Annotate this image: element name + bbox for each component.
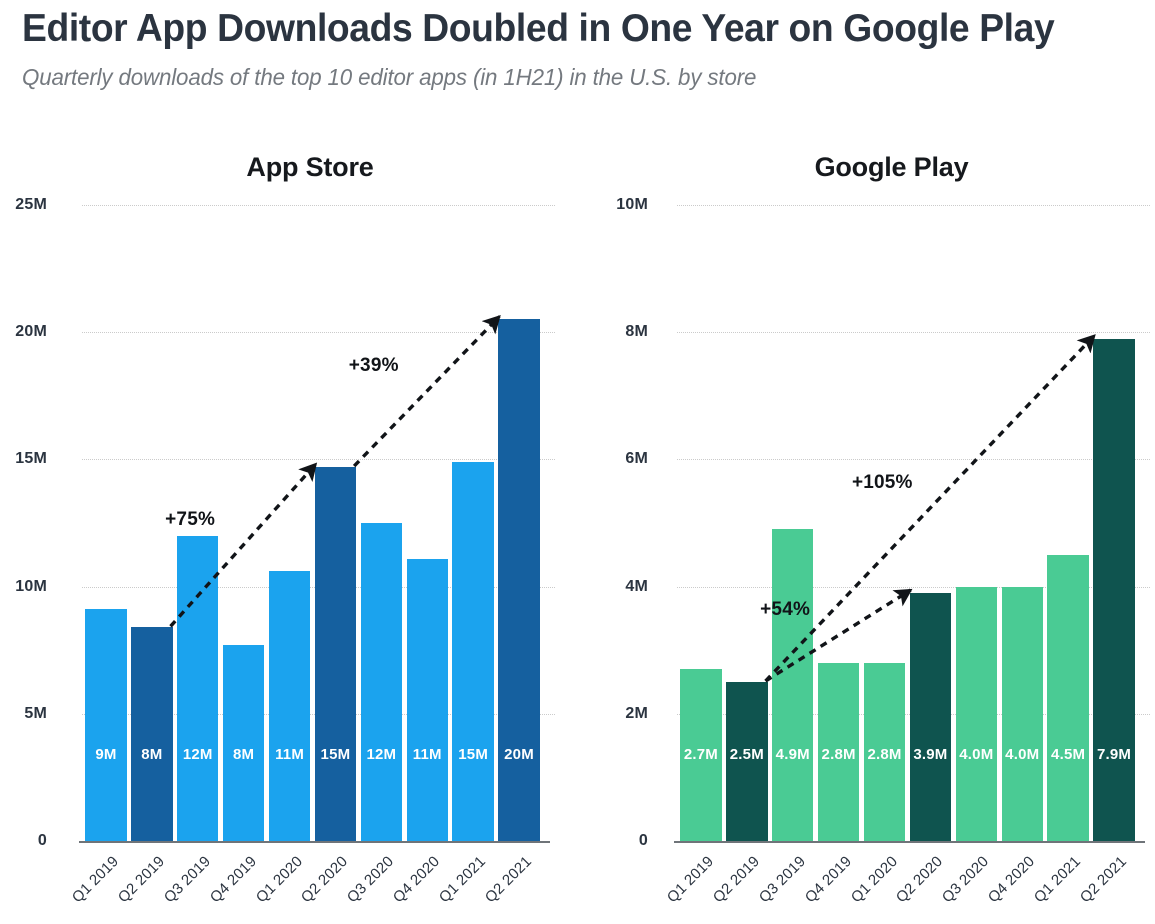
gridline xyxy=(677,205,1150,206)
bar-value-label: 4.9M xyxy=(775,745,810,763)
page-subtitle: Quarterly downloads of the top 10 editor… xyxy=(22,64,757,91)
bar-value-label: 2.5M xyxy=(729,746,764,763)
bar-q1-2019[interactable]: 9M xyxy=(85,609,127,841)
bar-value-label: 15M xyxy=(458,745,489,763)
chart-header: Editor App Downloads Doubled in One Year… xyxy=(22,7,1132,91)
bar-value-label: 4.5M xyxy=(1051,745,1086,763)
panel-title-google-play: Google Play xyxy=(814,152,969,182)
bar-value-label: 11M xyxy=(412,745,442,763)
bar-value-label: 2.8M xyxy=(821,745,856,763)
y-axis-tick-label: 25M xyxy=(15,196,47,213)
bar-value-label: 15M xyxy=(320,745,351,763)
bar-value-label: 11M xyxy=(275,745,305,763)
x-axis-line xyxy=(674,841,1145,843)
panel-title-app-store: App Store xyxy=(246,152,374,182)
bar-q2-2020[interactable]: 15M xyxy=(314,467,357,841)
x-axis-tick-label: Q3 2020 xyxy=(939,853,993,907)
x-axis-tick-label: Q3 2019 xyxy=(160,853,214,907)
page-title: Editor App Downloads Doubled in One Year… xyxy=(22,7,1055,50)
x-axis-tick-label: Q1 2021 xyxy=(1030,853,1085,907)
plot-area-google-play: 0 2M 4M 6M 8M 10M 2.7M Q1 2019 2.5M Q2 2019 4.9M Q3… xyxy=(600,140,1155,924)
bar-q2-2019[interactable]: 8M xyxy=(131,627,173,841)
bar-value-label: 9M xyxy=(95,745,117,763)
x-axis-tick-label: Q2 2019 xyxy=(709,853,763,907)
growth-annotation-75: +75% xyxy=(165,509,216,531)
y-axis-tick-label: 0 xyxy=(37,832,47,849)
bar-q2-2021[interactable]: 20M xyxy=(498,319,540,841)
bar-value-label: 2.7M xyxy=(683,745,719,763)
bar-q3-2019[interactable]: 4.9M xyxy=(772,529,814,841)
y-axis-tick-label: 10M xyxy=(15,577,47,595)
bar-q4-2020[interactable]: 11M xyxy=(406,558,448,841)
gridline xyxy=(82,459,555,461)
bar-value-label: 7.9M xyxy=(1096,745,1132,763)
bar-q2-2019[interactable]: 2.5M xyxy=(726,682,768,841)
y-axis-tick-label: 15M xyxy=(15,450,47,468)
bar-value-label: 12M xyxy=(366,746,397,763)
x-axis-tick-label: Q2 2021 xyxy=(1076,853,1131,907)
bar-q2-2021[interactable]: 7.9M xyxy=(1093,338,1135,841)
x-axis-line xyxy=(79,841,550,843)
bar-value-label: 12M xyxy=(182,745,213,763)
bar-q4-2019[interactable]: 8M xyxy=(222,645,265,841)
x-axis-tick-label: Q1 2020 xyxy=(252,853,306,907)
y-axis-tick-label: 0 xyxy=(638,832,648,849)
growth-annotation-39: +39% xyxy=(348,355,399,377)
chart-panel-google-play: Google Play 0 2M 4M 6M 8M 10M 2.7M Q1 2019 2.5M Q… xyxy=(600,140,1155,924)
bar-q1-2020[interactable]: 11M xyxy=(268,571,311,841)
bar-q1-2021[interactable]: 15M xyxy=(452,461,494,841)
x-axis-tick-label: Q2 2020 xyxy=(893,853,947,907)
x-axis-tick-label: Q3 2020 xyxy=(344,853,398,907)
bar-value-label: 3.9M xyxy=(913,745,948,763)
x-axis-tick-label: Q3 2019 xyxy=(755,853,809,907)
x-axis-tick-label: Q1 2019 xyxy=(68,853,122,907)
chart-panel-app-store: App Store 0 5M 10M 15M 20M 25M 9M Q1 2019 8M Q2 2… xyxy=(0,140,600,924)
y-axis-tick-label: 20M xyxy=(15,323,47,341)
bar-value-label: 2.8M xyxy=(867,745,902,763)
bar-value-label: 20M xyxy=(504,745,534,763)
x-axis-tick-label: Q2 2020 xyxy=(298,853,352,907)
x-axis-tick-label: Q4 2019 xyxy=(206,853,260,907)
bar-q1-2019[interactable]: 2.7M xyxy=(680,669,722,841)
bar-q3-2020[interactable]: 4.0M xyxy=(955,586,998,841)
gridline xyxy=(82,205,555,206)
y-axis-tick-label: 5M xyxy=(24,704,47,722)
gridline xyxy=(677,332,1150,334)
x-axis-tick-label: Q4 2020 xyxy=(390,853,444,907)
x-axis-tick-label: Q1 2021 xyxy=(435,853,490,907)
x-axis-tick-label: Q4 2019 xyxy=(801,853,855,907)
bar-q4-2019[interactable]: 2.8M xyxy=(817,662,860,841)
growth-annotation-54: +54% xyxy=(760,599,811,621)
x-axis-tick-label: Q2 2019 xyxy=(114,853,168,907)
bar-value-label: 8M xyxy=(233,745,255,763)
bar-q4-2020[interactable]: 4.0M xyxy=(1001,586,1043,841)
bar-value-label: 4.0M xyxy=(1005,745,1040,763)
gridline xyxy=(677,459,1150,461)
x-axis-tick-label: Q4 2020 xyxy=(985,853,1039,907)
bar-q1-2021[interactable]: 4.5M xyxy=(1047,554,1089,841)
x-axis-tick-label: Q1 2019 xyxy=(663,853,717,907)
y-axis-tick-label: 10M xyxy=(616,196,648,213)
x-axis-tick-label: Q1 2020 xyxy=(847,853,901,907)
bar-q2-2020[interactable]: 3.9M xyxy=(909,592,952,841)
bar-q3-2020[interactable]: 12M xyxy=(360,523,403,841)
gridline xyxy=(82,332,555,334)
bar-q3-2019[interactable]: 12M xyxy=(177,535,219,841)
y-axis-tick-label: 8M xyxy=(625,323,648,341)
y-axis-tick-label: 6M xyxy=(625,450,648,468)
x-axis-tick-label: Q2 2021 xyxy=(481,853,536,907)
growth-annotation-105: +105% xyxy=(851,472,913,494)
plot-area-app-store: 0 5M 10M 15M 20M 25M 9M Q1 2019 8M Q2 2019 12M Q3 2… xyxy=(0,140,600,924)
y-axis-tick-label: 4M xyxy=(625,577,648,595)
bar-value-label: 4.0M xyxy=(959,745,994,763)
y-axis-tick-label: 2M xyxy=(625,704,648,722)
bar-q1-2020[interactable]: 2.8M xyxy=(863,662,906,841)
bar-value-label: 8M xyxy=(141,745,163,763)
